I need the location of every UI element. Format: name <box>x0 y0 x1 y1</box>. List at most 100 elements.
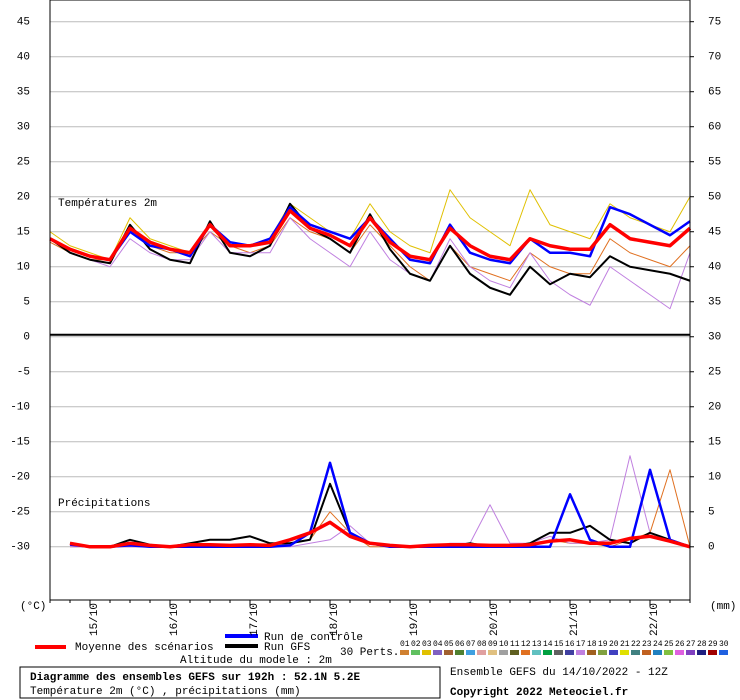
perturbation-legend-swatch <box>543 650 552 655</box>
perturbation-legend-label: 08 <box>477 640 487 649</box>
y-tick-label: 0 <box>23 332 30 344</box>
x-tick-label: 21/10 <box>569 603 581 636</box>
y2-tick-label: 75 <box>708 17 721 29</box>
perturbation-legend-label: 19 <box>598 640 608 649</box>
legend-label: Moyenne des scénarios <box>75 642 214 654</box>
perturbation-legend-swatch <box>664 650 673 655</box>
x-tick-label: 17/10 <box>249 603 261 636</box>
perturbation-legend-label: 14 <box>543 640 553 649</box>
temperature-line <box>49 202 691 296</box>
perturbation-legend-swatch <box>686 650 695 655</box>
perturbation-legend-swatch <box>565 650 574 655</box>
y2-tick-label: 15 <box>708 437 721 449</box>
perturbation-legend-swatch <box>488 650 497 655</box>
run-info: Ensemble GEFS du 14/10/2022 - 12Z <box>450 667 668 679</box>
perturbation-legend-label: 30 <box>719 640 729 649</box>
perturbation-legend-swatch <box>521 650 530 655</box>
y2-axis-label: (mm) <box>710 601 736 613</box>
y-tick-label: 20 <box>17 192 30 204</box>
x-tick-label: 15/10 <box>89 603 101 636</box>
y-tick-label: 30 <box>17 122 30 134</box>
y-tick-label: -10 <box>10 402 30 414</box>
perturbation-legend-label: 06 <box>455 640 465 649</box>
perturbation-legend-label: 12 <box>521 640 531 649</box>
y-tick-label: 25 <box>17 157 30 169</box>
y2-tick-label: 10 <box>708 472 721 484</box>
precip-line <box>69 520 691 549</box>
perturbation-legend-label: 18 <box>587 640 597 649</box>
perturbation-legend-label: 29 <box>708 640 718 649</box>
perturbation-legend-label: 07 <box>466 640 476 649</box>
temperature-line <box>49 208 692 262</box>
perturbation-legend-swatch <box>576 650 585 655</box>
perturbation-legend-label: 16 <box>565 640 575 649</box>
perturbation-legend-swatch <box>532 650 541 655</box>
y2-tick-label: 70 <box>708 52 721 64</box>
perturbation-legend-swatch <box>422 650 431 655</box>
y2-tick-label: 65 <box>708 87 721 99</box>
perturbation-legend-label: 04 <box>433 640 443 649</box>
perturbation-legend-label: 26 <box>675 640 685 649</box>
perturbation-legend-label: 01 <box>400 640 410 649</box>
y-tick-label: 35 <box>17 87 30 99</box>
x-tick-label: 20/10 <box>489 603 501 636</box>
x-tick-label: 19/10 <box>409 603 421 636</box>
perturbation-legend-label: 09 <box>488 640 498 649</box>
y2-tick-label: 55 <box>708 157 721 169</box>
perturbation-legend-label: 03 <box>422 640 432 649</box>
perturbation-legend-label: 02 <box>411 640 421 649</box>
perturbation-legend-swatch <box>587 650 596 655</box>
perturbation-legend-label: 21 <box>620 640 630 649</box>
y-tick-label: 15 <box>17 227 30 239</box>
y2-tick-label: 25 <box>708 367 721 379</box>
y2-tick-label: 35 <box>708 297 721 309</box>
y2-tick-label: 30 <box>708 332 721 344</box>
y-tick-label: 40 <box>17 52 30 64</box>
y-tick-label: 10 <box>17 262 30 274</box>
perturbation-line <box>49 217 691 310</box>
perturbation-legend-swatch <box>642 650 651 655</box>
perturbation-legend-label: 20 <box>609 640 619 649</box>
perturbation-legend-swatch <box>708 650 717 655</box>
y-tick-label: 45 <box>17 17 30 29</box>
legend-label: Run GFS <box>264 642 311 654</box>
perturbation-legend-label: 28 <box>697 640 707 649</box>
perturbation-legend-label: 17 <box>576 640 586 649</box>
y-tick-label: -20 <box>10 472 30 484</box>
perturbation-legend-swatch <box>653 650 662 655</box>
perturbation-legend-swatch <box>400 650 409 655</box>
panel-label: Températures 2m <box>58 198 157 210</box>
perturbation-legend-label: 11 <box>510 640 520 649</box>
x-tick-label: 22/10 <box>649 603 661 636</box>
copyright: Copyright 2022 Meteociel.fr <box>450 687 628 699</box>
perturbation-line <box>49 189 691 261</box>
perturbation-legend-swatch <box>455 650 464 655</box>
perturbation-legend-swatch <box>697 650 706 655</box>
perturbation-legend-label: 13 <box>532 640 542 649</box>
perturbation-legend-label: 25 <box>664 640 674 649</box>
x-tick-label: 18/10 <box>329 603 341 636</box>
perturbation-legend-swatch <box>499 650 508 655</box>
y-tick-label: 5 <box>23 297 30 309</box>
perturbation-legend-label: 23 <box>642 640 652 649</box>
perturbation-legend-label: 24 <box>653 640 663 649</box>
y2-tick-label: 20 <box>708 402 721 414</box>
x-tick-label: 16/10 <box>169 603 181 636</box>
altitude: Altitude du modele : 2m <box>180 655 332 667</box>
perturbation-legend-swatch <box>444 650 453 655</box>
panel-label: Précipitations <box>58 498 150 510</box>
y-tick-label: -25 <box>10 507 30 519</box>
perturbation-legend-swatch <box>433 650 442 655</box>
y-tick-label: -5 <box>17 367 30 379</box>
perturbation-legend-swatch <box>598 650 607 655</box>
perturbation-legend-swatch <box>609 650 618 655</box>
perturbation-legend-swatch <box>631 650 640 655</box>
legend-label: Run de contrôle <box>264 632 363 644</box>
title-box <box>19 666 441 699</box>
y-tick-label: -30 <box>10 542 30 554</box>
perturbation-legend-label: 15 <box>554 640 564 649</box>
y2-tick-label: 0 <box>708 542 715 554</box>
y2-tick-label: 45 <box>708 227 721 239</box>
